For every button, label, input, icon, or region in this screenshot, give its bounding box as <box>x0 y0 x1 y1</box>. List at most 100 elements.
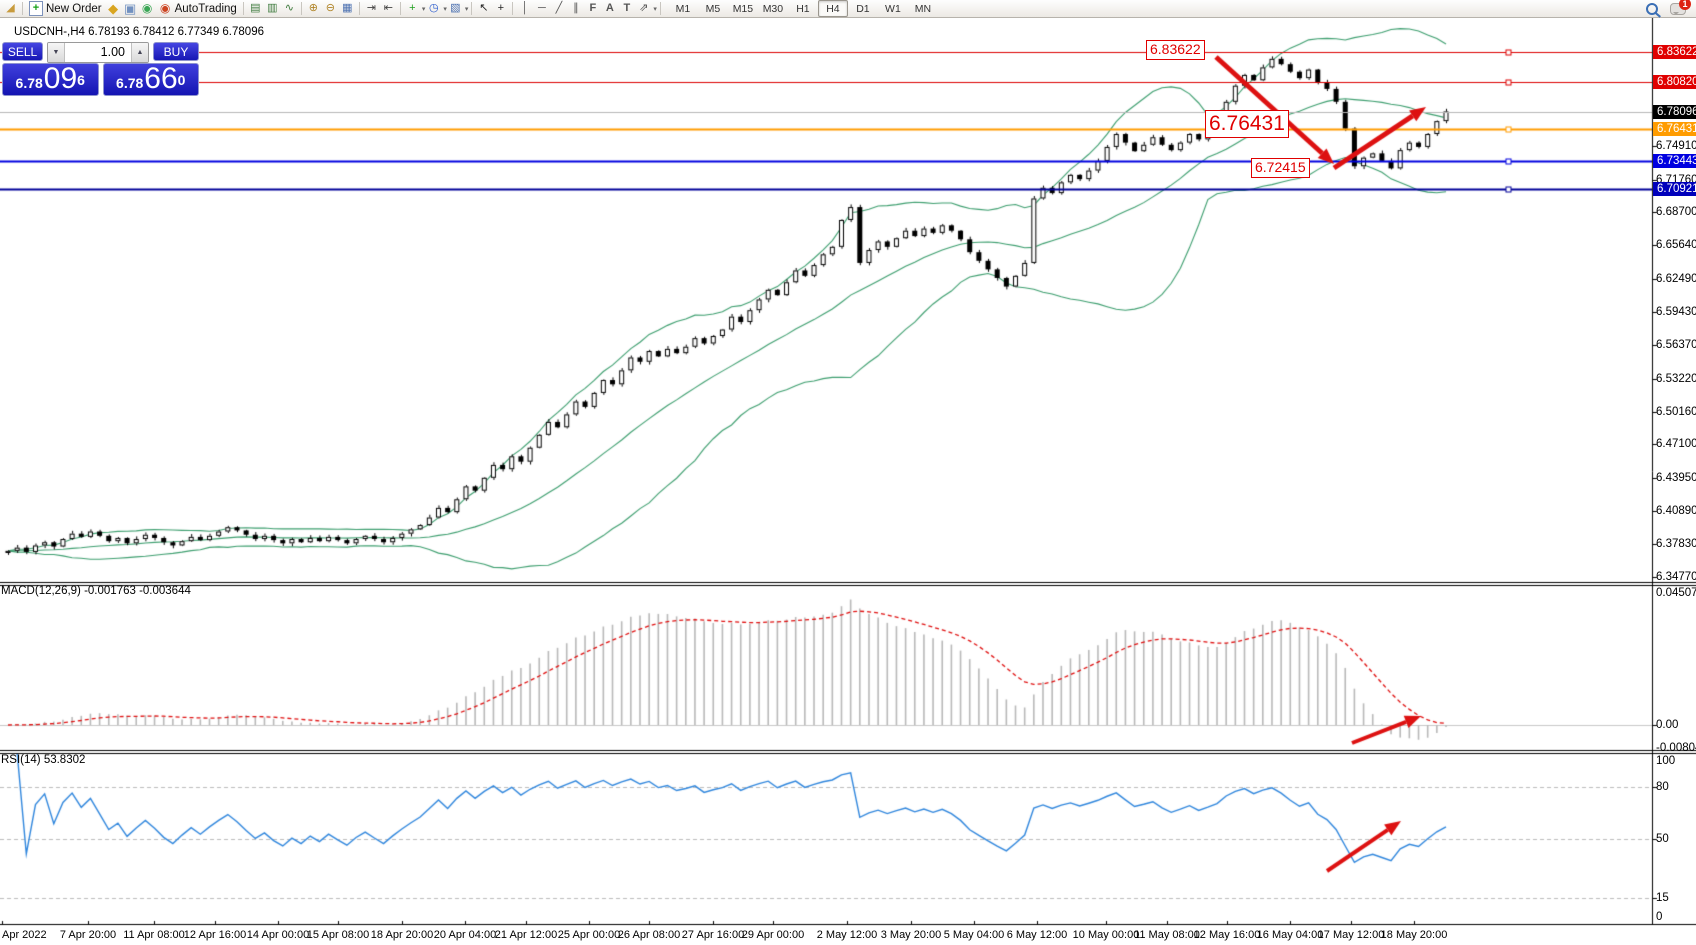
text-label-icon[interactable]: T <box>623 2 631 14</box>
price-badge: 6.78096 <box>1653 104 1696 119</box>
timeframe-h1[interactable]: H1 <box>796 2 810 15</box>
price-tick: 6.34770 <box>1656 570 1696 583</box>
sell-button[interactable]: SELL <box>2 42 43 61</box>
toolbar-separator <box>22 2 23 15</box>
toolbar-separator <box>358 2 360 15</box>
vertical-line-icon[interactable]: │ <box>521 2 529 14</box>
equidistant-channel-icon[interactable]: ∥ <box>573 2 579 14</box>
macd-tick: 0.00 <box>1656 719 1679 731</box>
time-tick: 10 May 00:00 <box>1072 929 1140 941</box>
fibonacci-icon[interactable]: F <box>589 2 597 14</box>
bar-chart-icon[interactable]: ▤ <box>250 2 261 14</box>
timeframe-mn[interactable]: MN <box>914 2 932 15</box>
time-tick: 20 Apr 04:00 <box>433 929 497 941</box>
new-order-button[interactable]: + New Order <box>26 1 105 16</box>
periods-icon[interactable]: ◷ <box>429 2 439 14</box>
periods-dropdown[interactable]: ▾ <box>443 5 447 13</box>
time-tick: 6 May 12:00 <box>1006 929 1068 941</box>
price-tick: 6.43950 <box>1656 472 1696 485</box>
rsi-tick: 100 <box>1656 755 1676 767</box>
toolbar-separator <box>471 2 473 15</box>
timeframe-m5[interactable]: M5 <box>705 2 721 15</box>
arrows-icon[interactable]: ⇗ <box>639 2 649 14</box>
search-icon[interactable] <box>1646 2 1658 15</box>
sell-price-sup: 6 <box>77 72 85 88</box>
arrows-dropdown[interactable]: ▾ <box>653 5 657 13</box>
macd-tick: -0.008049 <box>1656 742 1696 754</box>
cursor-icon[interactable]: ↖ <box>479 2 489 14</box>
text-icon[interactable]: A <box>605 2 614 14</box>
time-tick: 15 Apr 08:00 <box>306 929 370 941</box>
time-tick: 7 Apr 20:00 <box>59 929 117 941</box>
price-tick: 6.56370 <box>1656 338 1696 351</box>
chart-shift-icon[interactable]: ⇤ <box>383 2 393 14</box>
line-chart-icon[interactable]: ∿ <box>284 2 294 14</box>
window-partial-icon[interactable]: ◢ <box>6 2 15 14</box>
indicators-dropdown[interactable]: ▾ <box>421 5 426 13</box>
timeframe-m30[interactable]: M30 <box>762 2 784 15</box>
new-order-label: New Order <box>46 2 102 15</box>
toolbar-separator <box>242 2 244 15</box>
buy-price-button[interactable]: 6.78 66 0 <box>102 62 199 96</box>
toolbar: ◢ + New Order ◆ ▣ ◉ ◉ AutoTrading ▤ ▥ ∿ ⊕ ⊖ ▦… <box>0 0 1696 18</box>
indicators-icon[interactable]: + <box>409 2 416 14</box>
templates-icon[interactable]: ▧ <box>450 2 461 14</box>
price-tick: 6.65640 <box>1656 239 1696 252</box>
price-callout[interactable]: 6.83622 <box>1146 40 1205 60</box>
timeframe-group: M1 M5 M15 M30 H1 H4 D1 W1 MN <box>668 0 938 17</box>
macd-legend: MACD(12,26,9) -0.001763 -0.003644 <box>1 585 191 597</box>
one-click-prices: 6.78 09 6 6.78 66 0 <box>2 63 199 96</box>
price-badge: 6.76431 <box>1653 122 1696 137</box>
timeframe-m15[interactable]: M15 <box>732 2 754 15</box>
auto-scroll-icon[interactable]: ⇥ <box>366 2 376 14</box>
toolbar-separator <box>659 2 661 15</box>
market-watch-icon[interactable]: ◆ <box>108 1 119 16</box>
time-axis: Apr 2022 7 Apr 20:00 11 Apr 08:00 12 Apr 16… <box>0 926 1696 945</box>
rsi-tick: 0 <box>1656 911 1663 923</box>
autotrading-button[interactable]: ◉ AutoTrading <box>156 1 240 16</box>
price-callout[interactable]: 6.72415 <box>1251 158 1310 178</box>
time-tick: 11 May 08:00 <box>1134 929 1200 941</box>
price-badge: 6.80820 <box>1653 75 1696 90</box>
price-callout[interactable]: 6.76431 <box>1205 110 1289 139</box>
price-badge: 6.70921 <box>1653 181 1696 196</box>
price-tick: 6.74910 <box>1656 139 1696 152</box>
templates-dropdown[interactable]: ▾ <box>464 5 469 13</box>
chart-canvas[interactable] <box>0 18 1696 926</box>
sell-price-button[interactable]: 6.78 09 6 <box>2 63 99 96</box>
chat-icon[interactable]: 1 <box>1670 0 1691 15</box>
zoom-out-icon[interactable]: ⊖ <box>325 2 335 14</box>
one-click-row: SELL ▼ 1.00 ▲ BUY <box>2 42 199 63</box>
chat-badge: 1 <box>1679 0 1691 10</box>
timeframe-d1[interactable]: D1 <box>856 2 870 15</box>
buy-price-sup: 0 <box>177 72 186 88</box>
timeframe-m1[interactable]: M1 <box>675 2 691 15</box>
volume-down-button[interactable]: ▼ <box>48 43 65 62</box>
buy-button[interactable]: BUY <box>153 42 199 61</box>
toolbar-separator <box>399 2 401 15</box>
volume-up-button[interactable]: ▲ <box>131 43 148 62</box>
toolbar-mid-group: ▤ ▥ ∿ ⊕ ⊖ ▦ ⇥ ⇤ + ▾ ◷ ▾ ▧ ▾ ↖ + │ ─ ╱ ∥ F A T ⇗ ▾ <box>247 1 664 16</box>
candlestick-chart-icon[interactable]: ▥ <box>267 2 278 14</box>
time-tick: Apr 2022 <box>2 929 47 941</box>
price-tick: 6.68700 <box>1656 206 1696 219</box>
tile-windows-icon[interactable]: ▦ <box>342 2 353 14</box>
rsi-tick: 50 <box>1656 832 1669 845</box>
time-tick: 25 Apr 00:00 <box>557 929 621 941</box>
time-tick: 12 May 16:00 <box>1193 929 1261 941</box>
trendline-icon[interactable]: ╱ <box>555 2 563 14</box>
horizontal-line-icon[interactable]: ─ <box>537 2 546 14</box>
timeframe-w1[interactable]: W1 <box>885 2 901 15</box>
rsi-tick: 15 <box>1656 892 1669 905</box>
terminal-icon[interactable]: ▣ <box>123 1 137 16</box>
time-tick: 29 Apr 00:00 <box>741 929 805 941</box>
rsi-legend: RSI(14) 53.8302 <box>1 754 86 766</box>
buy-price-big: 66 <box>144 62 178 95</box>
signals-icon[interactable]: ◉ <box>141 1 153 15</box>
zoom-in-icon[interactable]: ⊕ <box>308 2 318 14</box>
volume-spinner: ▼ 1.00 ▲ <box>47 42 149 63</box>
crosshair-icon[interactable]: + <box>497 2 505 14</box>
timeframe-h4[interactable]: H4 <box>817 0 848 17</box>
volume-input[interactable]: 1.00 <box>65 43 131 62</box>
